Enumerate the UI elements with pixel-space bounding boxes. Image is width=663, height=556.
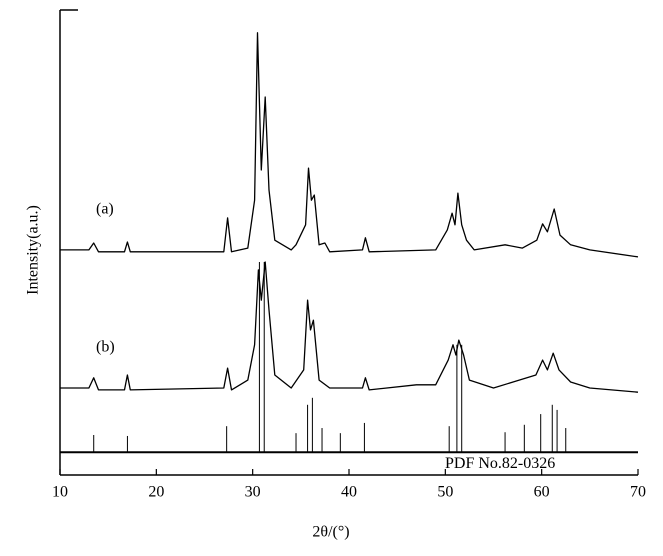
y-axis-label: Intensity(a.u.) [25, 205, 42, 295]
pattern-label: (b) [96, 339, 115, 356]
x-tick-label: 40 [341, 484, 357, 501]
reference-label: PDF No.82-0326 [445, 455, 555, 472]
x-tick-label: 50 [437, 484, 453, 501]
pattern-label: (a) [96, 201, 114, 218]
x-tick-label: 20 [148, 484, 164, 501]
xrd-pattern [60, 261, 639, 393]
x-tick-label: 30 [245, 484, 261, 501]
x-tick-label: 70 [630, 484, 646, 501]
xrd-pattern [60, 32, 639, 258]
x-tick-label: 60 [534, 484, 550, 501]
x-tick-label: 10 [52, 484, 68, 501]
x-axis-label: 2θ/(°) [312, 524, 349, 541]
